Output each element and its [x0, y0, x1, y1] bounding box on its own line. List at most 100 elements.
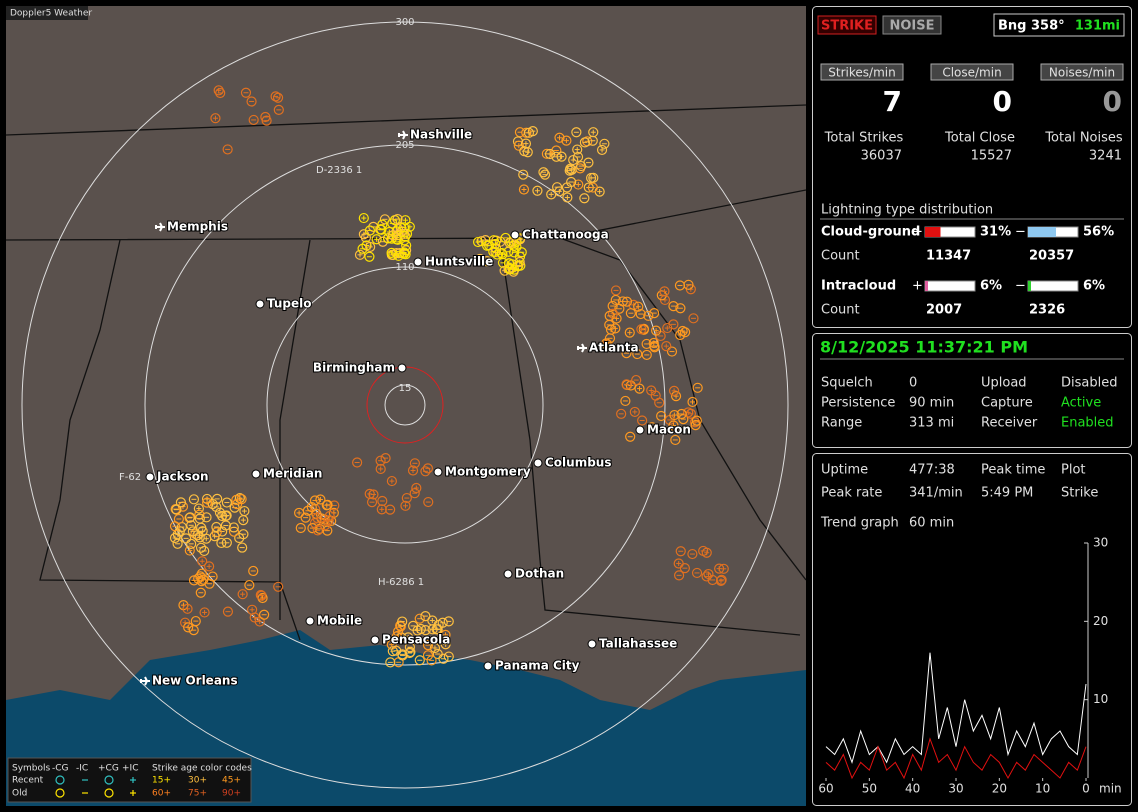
strike: [631, 374, 642, 386]
dist-bar: [925, 281, 928, 291]
strike: [273, 581, 284, 592]
legend-text: Symbols: [12, 764, 51, 774]
noise-button-label[interactable]: NOISE: [889, 19, 934, 34]
dist-name: Intracloud: [821, 279, 896, 294]
strike: [556, 151, 567, 162]
dist-percent: 6%: [980, 279, 1002, 294]
ring-label: 110: [395, 262, 414, 273]
strike: [399, 235, 410, 246]
strike: [634, 383, 645, 394]
strike: [579, 137, 590, 148]
city-label: Huntsville: [425, 255, 493, 269]
city-label: Panama City: [495, 659, 580, 673]
strike: [237, 589, 248, 600]
strike: [312, 512, 323, 524]
strike: [196, 576, 207, 587]
status-cell: Capture: [981, 396, 1033, 411]
strike-tag: F-62: [119, 472, 141, 483]
distribution-title: Lightning type distribution: [821, 203, 993, 218]
dist-bar: [1028, 281, 1031, 291]
strike: [691, 567, 703, 579]
status-rows: Squelch 0 Upload Disabled Persistence 90 min C…: [821, 376, 1117, 431]
strike: [307, 523, 318, 534]
strike: [216, 510, 228, 522]
panel-status: 8/12/2025 11:37:21 PM Squelch 0 Upload Disa…: [812, 333, 1132, 448]
map-legend: Symbols -CG -IC +CG +IC Strike age color…: [7, 757, 252, 803]
status-cell: 0: [909, 376, 917, 391]
dist-percent: 6%: [1083, 279, 1105, 294]
strike: [295, 522, 306, 534]
strike: [647, 422, 658, 433]
strike-button[interactable]: [817, 15, 877, 35]
strike: [407, 465, 419, 476]
strike: [238, 529, 249, 540]
dist-bar: [1028, 227, 1056, 237]
strike: [610, 294, 621, 306]
trend-chart: 10 20 30 60 50 40 30 20 10 0 min: [818, 536, 1121, 796]
strike: [503, 258, 515, 269]
strike: [391, 226, 402, 237]
strike: [260, 111, 271, 123]
city-dot: [510, 230, 520, 240]
strike: [322, 499, 333, 510]
strike: [496, 247, 507, 259]
strike: [213, 85, 224, 96]
strike: [238, 514, 249, 526]
strike: [579, 193, 590, 204]
strike: [412, 625, 423, 636]
strike: [228, 522, 239, 533]
strike: [375, 463, 386, 475]
strike: [175, 497, 187, 508]
city-dot: [413, 257, 423, 267]
dist-count-label: Count: [821, 249, 860, 264]
strike: [365, 241, 376, 253]
strike: [649, 308, 660, 319]
strike: [566, 176, 577, 188]
strike: [562, 192, 573, 203]
city-label: Columbus: [545, 456, 612, 470]
strike: [194, 532, 205, 543]
strike: [314, 523, 325, 534]
dist-count-label: Count: [821, 303, 860, 318]
strike: [440, 639, 451, 650]
y-tick-label: 20: [1093, 614, 1108, 628]
status-cell: 90 min: [909, 396, 954, 411]
strike: [678, 414, 689, 425]
strike: [675, 329, 686, 341]
strike: [309, 495, 321, 506]
rate-value: 0: [993, 85, 1012, 118]
stats-cell: Strike: [1061, 486, 1098, 501]
strike: [248, 114, 259, 126]
noise-button[interactable]: [882, 15, 942, 35]
city-dot: [433, 467, 443, 477]
range-rings: [21, 21, 789, 789]
legend-text: Old: [12, 789, 27, 799]
strike: [185, 512, 196, 523]
strike: [504, 237, 515, 248]
strike: [483, 240, 495, 251]
strike: [322, 525, 333, 536]
strike: [443, 616, 454, 627]
strike: [255, 589, 266, 601]
total-value: 36037: [861, 149, 902, 164]
status-cell: Disabled: [1061, 376, 1117, 391]
strike: [676, 408, 687, 420]
strike: [571, 127, 582, 138]
strike: [620, 395, 631, 407]
strike: [186, 520, 197, 531]
strike: [391, 631, 403, 642]
status-cell: Persistence: [821, 396, 895, 411]
strike: [195, 587, 206, 598]
strike: [364, 225, 376, 236]
strike: [411, 482, 422, 494]
strike: [193, 503, 204, 514]
cities: Nashville Memphis Chattanooga Huntsville Tup…: [140, 127, 692, 689]
strike: [532, 185, 543, 196]
strike-button-label[interactable]: STRIKE: [821, 19, 873, 34]
strike: [186, 538, 197, 549]
strike: [214, 507, 226, 518]
strike: [429, 642, 441, 654]
legend-age: 90+: [222, 789, 241, 799]
dist-sign: −: [1015, 225, 1026, 240]
city-label: Pensacola: [382, 633, 450, 647]
